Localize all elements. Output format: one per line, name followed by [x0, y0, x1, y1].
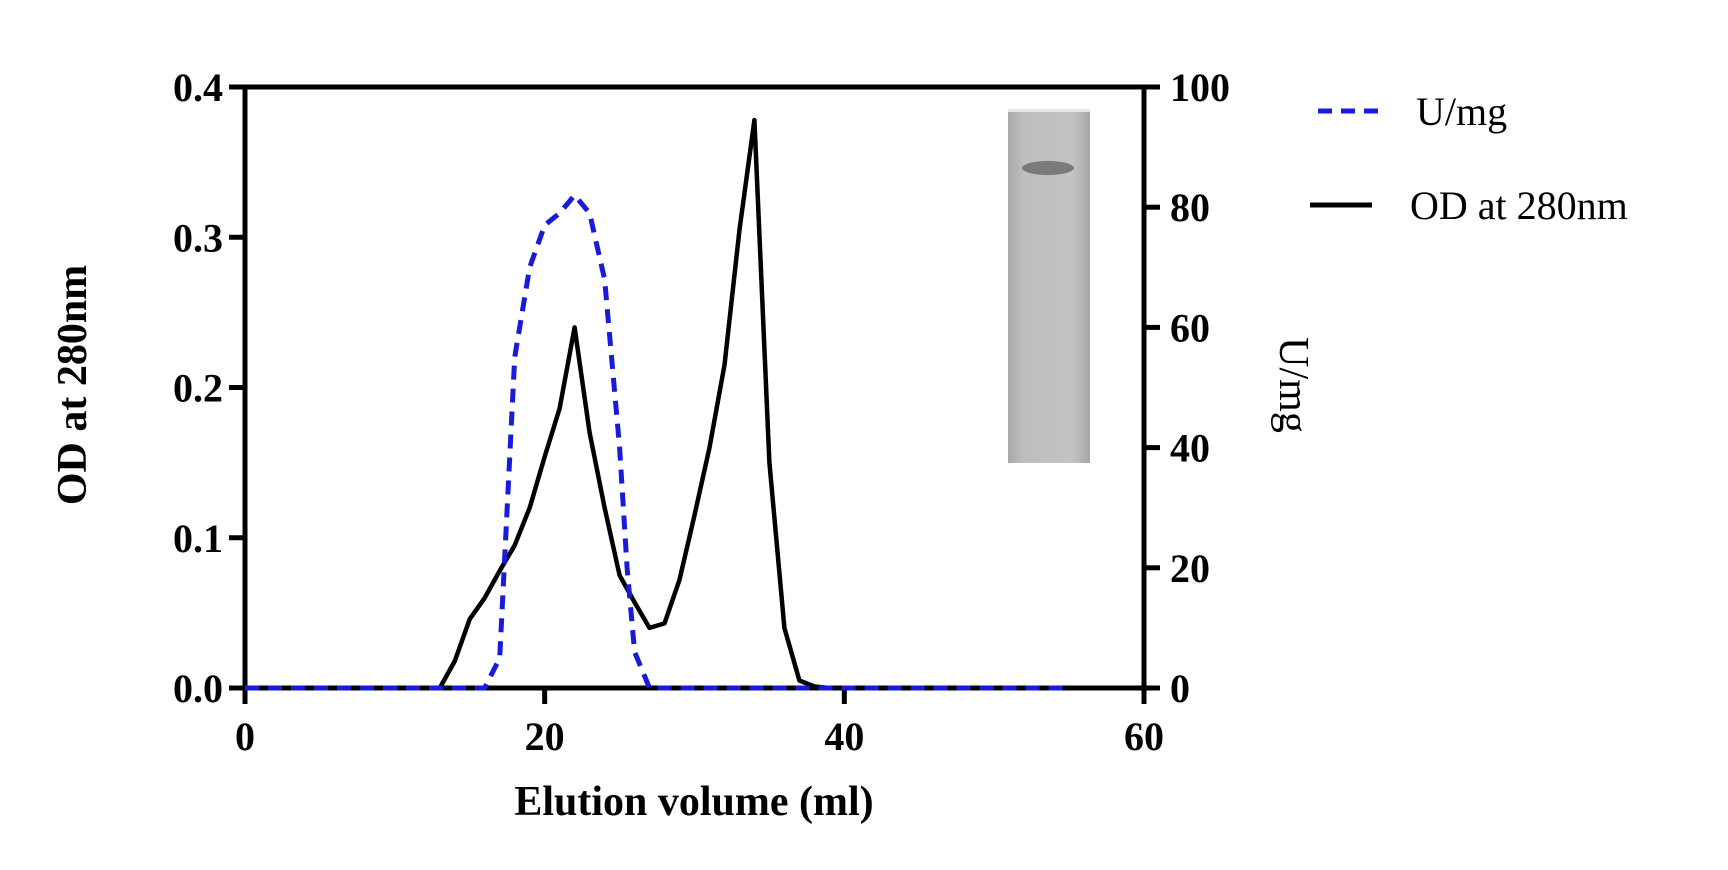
y-axis-title: OD at 280nm — [50, 265, 96, 505]
series-line-u-mg — [245, 192, 1070, 691]
y-tick-label: 0.1 — [173, 516, 223, 561]
legend-label-u-mg: U/mg — [1416, 89, 1507, 134]
x-tick-label: 20 — [525, 714, 565, 759]
y-tick-label: 0.0 — [173, 666, 223, 711]
legend-label-od-280nm: OD at 280nm — [1410, 183, 1628, 228]
gel-protein-band — [1022, 161, 1074, 175]
y2-tick-label: 100 — [1170, 65, 1230, 110]
gel-well-edge — [1008, 109, 1090, 112]
y2-axis-title: U/mg — [1270, 337, 1316, 433]
ticks — [229, 84, 1160, 704]
y2-tick-label: 20 — [1170, 546, 1210, 591]
series-line-od-280nm — [245, 117, 1144, 691]
y2-tick-label: 40 — [1170, 426, 1210, 471]
x-axis-title: Elution volume (ml) — [514, 779, 873, 825]
y-tick-label: 0.4 — [173, 65, 223, 110]
gel-image-inset — [1008, 109, 1090, 463]
x-tick-label: 60 — [1124, 714, 1164, 759]
y2-tick-label: 60 — [1170, 305, 1210, 350]
x-tick-label: 40 — [824, 714, 864, 759]
series — [245, 117, 1144, 691]
y-tick-label: 0.3 — [173, 215, 223, 260]
y2-tick-label: 0 — [1170, 666, 1190, 711]
tick-labels: 0 20 40 60 0.0 0.1 0.2 0.3 0.4 0 20 40 60 80 100 — [173, 65, 1230, 759]
x-tick-label: 0 — [235, 714, 255, 759]
y2-tick-label: 80 — [1170, 185, 1210, 230]
legend: U/mg OD at 280nm — [1310, 89, 1628, 228]
y-tick-label: 0.2 — [173, 366, 223, 411]
